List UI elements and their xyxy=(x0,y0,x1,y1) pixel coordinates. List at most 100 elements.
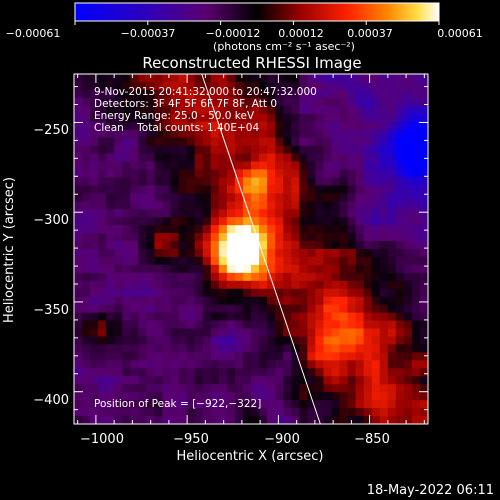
heatmap-cell xyxy=(347,304,357,314)
heatmap-cell xyxy=(331,161,341,171)
heatmap-cell xyxy=(251,280,260,290)
heatmap-cell xyxy=(138,368,148,377)
heatmap-cell xyxy=(323,416,333,424)
heatmap-cell xyxy=(202,336,212,346)
heatmap-cell xyxy=(331,201,341,210)
heatmap-cell xyxy=(291,416,300,424)
heatmap-cell xyxy=(218,121,228,131)
heatmap-cell xyxy=(379,209,389,218)
heatmap-cell xyxy=(226,296,236,306)
heatmap-cell xyxy=(347,312,357,322)
heatmap-cell xyxy=(114,177,123,186)
heatmap-cell xyxy=(210,209,220,218)
heatmap-cell xyxy=(339,312,349,322)
heatmap-cell xyxy=(299,328,308,338)
heatmap-cell xyxy=(291,280,300,290)
heatmap-cell xyxy=(162,153,172,163)
heatmap-cell xyxy=(74,352,83,361)
heatmap-cell xyxy=(339,256,349,266)
heatmap-cell xyxy=(403,105,413,115)
heatmap-cell xyxy=(363,304,373,314)
heatmap-cell xyxy=(275,97,284,107)
heatmap-cell xyxy=(267,121,276,131)
heatmap-cell xyxy=(259,376,268,385)
heatmap-cell xyxy=(194,344,204,353)
heatmap-cell xyxy=(355,233,365,242)
heatmap-cell xyxy=(162,392,172,401)
heatmap-cell xyxy=(106,344,115,353)
heatmap-cell xyxy=(210,81,220,91)
heatmap-cell xyxy=(339,105,349,115)
heatmap-cell xyxy=(234,368,244,377)
heatmap-cell xyxy=(138,272,148,282)
heatmap-cell xyxy=(210,185,220,194)
heatmap-cell xyxy=(186,129,196,139)
heatmap-cell xyxy=(259,272,268,282)
heatmap-cell xyxy=(90,384,99,393)
heatmap-cell xyxy=(387,296,397,306)
heatmap-cell xyxy=(234,81,244,91)
heatmap-cell xyxy=(154,384,164,393)
heatmap-cell xyxy=(411,105,421,115)
heatmap-cell xyxy=(74,129,83,139)
heatmap-cell xyxy=(202,264,212,274)
heatmap-cell xyxy=(138,145,148,155)
heatmap-cell xyxy=(90,272,99,282)
heatmap-cell xyxy=(267,113,276,123)
heatmap-cell xyxy=(251,129,260,139)
heatmap-cell xyxy=(162,121,172,131)
heatmap-cell xyxy=(419,280,428,290)
heatmap-cell xyxy=(146,161,156,171)
heatmap-cell xyxy=(411,137,421,147)
heatmap-cell xyxy=(403,209,413,218)
heatmap-cell xyxy=(210,161,220,171)
heatmap-cell xyxy=(371,328,381,338)
heatmap-cell xyxy=(234,74,244,83)
heatmap-cell xyxy=(307,169,316,178)
heatmap-cell xyxy=(202,376,212,385)
heatmap-cell xyxy=(251,296,260,306)
heatmap-cell xyxy=(226,225,236,234)
heatmap-cell xyxy=(178,328,188,338)
heatmap-cell xyxy=(234,328,244,338)
heatmap-cell xyxy=(186,121,196,131)
heatmap-cell xyxy=(226,400,236,409)
heatmap-cell xyxy=(114,249,123,258)
heatmap-cell xyxy=(138,280,148,290)
heatmap-cell xyxy=(275,249,284,258)
heatmap-cell xyxy=(186,185,196,194)
heatmap-cell xyxy=(82,193,91,202)
heatmap-cell xyxy=(210,137,220,147)
heatmap-cell xyxy=(251,336,260,346)
heatmap-cell xyxy=(114,368,123,377)
heatmap-cell xyxy=(347,129,357,139)
heatmap-cell xyxy=(90,113,99,123)
heatmap-cell xyxy=(411,272,421,282)
heatmap-cell xyxy=(90,392,99,401)
heatmap-cell xyxy=(122,121,131,131)
heatmap-cell xyxy=(419,312,428,322)
heatmap-cell xyxy=(186,400,196,409)
heatmap-cell xyxy=(98,336,107,346)
heatmap-cell xyxy=(202,81,212,91)
heatmap-cell xyxy=(307,264,316,274)
heatmap-cell xyxy=(275,384,284,393)
heatmap-cell xyxy=(307,376,316,385)
heatmap-cell xyxy=(218,312,228,322)
heatmap-cell xyxy=(170,209,180,218)
heatmap-cell xyxy=(379,201,389,210)
heatmap-cell xyxy=(371,256,381,266)
heatmap-cell xyxy=(395,129,405,139)
heatmap-cell xyxy=(98,296,107,306)
heatmap-cell xyxy=(90,209,99,218)
heatmap-cell xyxy=(242,161,252,171)
heatmap-cell xyxy=(162,304,172,314)
heatmap-cell xyxy=(419,272,428,282)
heatmap-cell xyxy=(379,384,389,393)
heatmap-cell xyxy=(178,89,188,99)
heatmap-cell xyxy=(82,105,91,115)
heatmap-cell xyxy=(242,169,252,178)
heatmap-cell xyxy=(122,408,131,417)
heatmap-cell xyxy=(315,416,325,424)
heatmap-cell xyxy=(74,408,83,417)
